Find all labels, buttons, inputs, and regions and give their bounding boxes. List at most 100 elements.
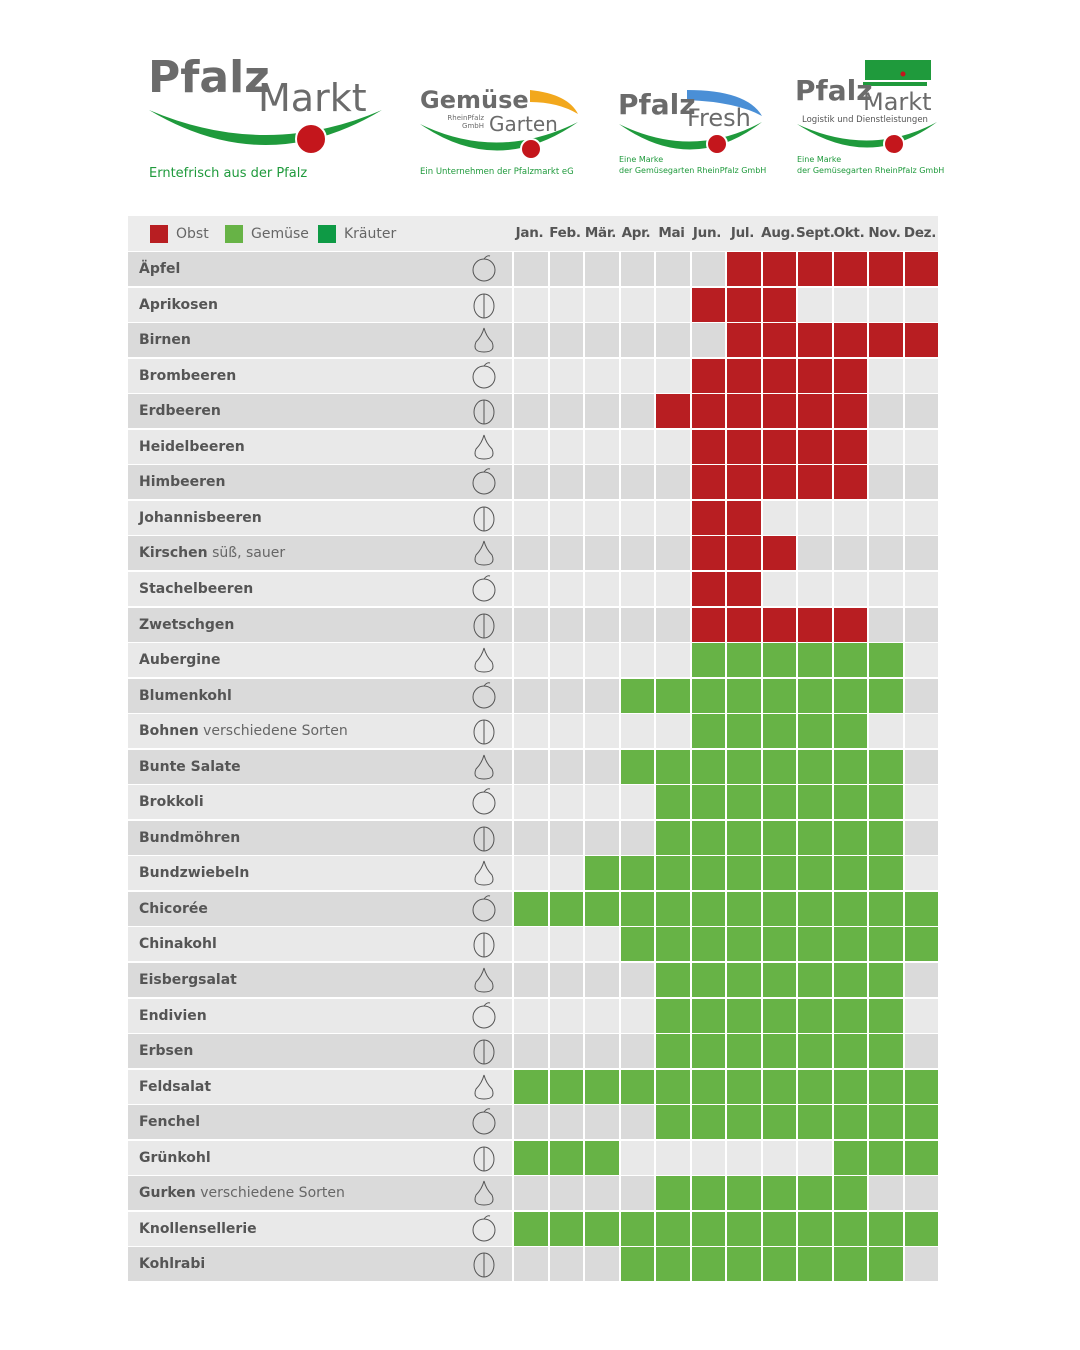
produce-name: Zwetschgen <box>128 608 456 642</box>
row-divider <box>128 783 938 786</box>
legend-label: Kräuter <box>344 226 397 242</box>
produce-name-text: Endivien <box>139 1007 207 1024</box>
cucumber-icon <box>458 1176 510 1210</box>
season-cell-active <box>867 998 903 1033</box>
season-cell <box>618 1105 655 1140</box>
season-cell-active <box>796 607 832 642</box>
season-cell <box>583 429 619 464</box>
chicory-icon <box>458 892 510 926</box>
chinese-cabbage-icon <box>458 927 510 961</box>
produce-name: Grünkohl <box>128 1141 456 1175</box>
legend-item-kraeuter: Kräuter <box>318 225 396 243</box>
cherry-icon <box>458 536 510 570</box>
apple-icon <box>458 252 510 286</box>
produce-name: Johannisbeeren <box>128 501 456 535</box>
season-cell <box>547 856 584 891</box>
season-cell <box>583 394 619 429</box>
season-cell-active <box>689 998 725 1033</box>
season-cell-active <box>689 1105 725 1140</box>
calendar-row: Johannisbeeren <box>128 500 938 537</box>
season-cell <box>618 429 655 464</box>
row-divider <box>128 1174 938 1177</box>
row-divider <box>128 428 938 431</box>
season-cell-active <box>547 891 583 926</box>
season-cell-active <box>796 785 832 820</box>
row-divider <box>128 392 938 395</box>
season-cell-active <box>654 1211 690 1246</box>
season-cell <box>618 785 655 820</box>
season-cell <box>689 1140 726 1175</box>
calendar-row: Himbeeren <box>128 465 938 502</box>
season-cell <box>618 394 655 429</box>
row-divider <box>128 748 938 751</box>
season-cell <box>583 252 619 286</box>
produce-name: Heidelbeeren <box>128 430 456 464</box>
season-cell-active <box>725 1069 761 1104</box>
season-cell-active <box>689 1069 725 1104</box>
legend-label: Obst <box>176 226 209 242</box>
season-cell <box>689 252 726 286</box>
season-cell <box>512 571 548 606</box>
month-header: Mai <box>658 225 685 241</box>
produce-name-text: Grünkohl <box>139 1149 211 1166</box>
logo-sub: RheinPfalz GmbH <box>447 114 484 130</box>
season-cell <box>867 607 903 642</box>
season-cell-active <box>902 1211 938 1246</box>
season-cell-active <box>796 323 832 358</box>
logo-tagline: Eine Marke <box>619 155 664 164</box>
endive-icon <box>458 999 510 1033</box>
season-cell <box>902 749 939 784</box>
season-cell-active <box>831 323 867 358</box>
season-cell-active <box>831 394 867 429</box>
logo-word: Gemüse <box>420 86 529 114</box>
season-cell <box>867 1176 903 1211</box>
season-cell-active <box>831 1176 867 1211</box>
produce-name-text: Gurken <box>139 1185 196 1202</box>
season-cell <box>796 500 832 535</box>
season-cell-active <box>618 749 654 784</box>
season-cell <box>654 607 690 642</box>
calendar-row: Bundzwiebeln <box>128 856 938 893</box>
season-cell <box>547 643 584 678</box>
season-cell-active <box>902 1069 938 1104</box>
season-cell-active <box>760 927 796 962</box>
season-cell-active <box>760 607 796 642</box>
season-cell-active <box>689 500 725 535</box>
season-cell-active <box>689 749 725 784</box>
season-cell-active <box>654 998 690 1033</box>
season-cell-active <box>867 643 903 678</box>
month-header: Dez. <box>903 225 937 241</box>
season-cell-active <box>760 429 796 464</box>
logo-word: Pfalz <box>618 88 696 121</box>
plum-icon <box>458 608 510 642</box>
month-header: Sept. <box>796 225 835 241</box>
season-cell-active <box>760 394 796 429</box>
apricot-icon <box>458 288 510 322</box>
season-cell <box>867 287 903 322</box>
truck-icon <box>797 60 937 155</box>
lambs-lettuce-icon <box>458 1070 510 1104</box>
season-cell <box>583 749 619 784</box>
produce-name: Äpfel <box>128 252 456 286</box>
calendar-row: Blumenkohl <box>128 678 938 715</box>
season-cell <box>583 465 619 500</box>
season-cell <box>618 465 655 500</box>
season-cell-active <box>689 571 725 606</box>
produce-name-text: Fenchel <box>139 1114 201 1131</box>
season-cell <box>902 571 939 606</box>
season-cell <box>618 500 655 535</box>
season-cell-active <box>689 678 725 713</box>
season-cell <box>583 963 619 997</box>
season-cell-active <box>796 1069 832 1104</box>
season-cell-active <box>725 1247 761 1282</box>
season-cell <box>867 536 903 571</box>
season-cell <box>583 1247 619 1282</box>
season-cell <box>654 714 690 749</box>
calendar-row: Bohnen verschiedene Sorten <box>128 714 938 751</box>
season-cell-active <box>725 607 761 642</box>
gooseberry-icon <box>458 572 510 606</box>
row-divider <box>128 534 938 537</box>
month-header: Feb. <box>549 225 581 241</box>
produce-name: Bohnen verschiedene Sorten <box>128 714 456 748</box>
season-cell-active <box>760 252 796 286</box>
